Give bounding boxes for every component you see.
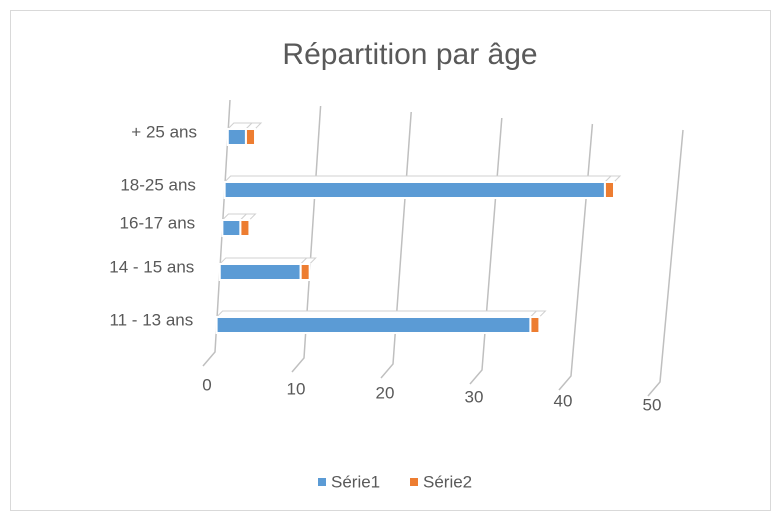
legend-swatch <box>318 478 326 486</box>
bar-face <box>244 128 257 146</box>
bar <box>223 175 613 199</box>
bar-face <box>218 263 302 281</box>
bar-face <box>529 316 541 334</box>
bar <box>218 257 308 281</box>
bar-face <box>299 263 311 281</box>
grid-line <box>647 129 684 397</box>
chart-title: Répartition par âge <box>282 38 537 71</box>
bar <box>215 310 538 334</box>
legend-label: Série2 <box>423 472 472 491</box>
x-tick-label: 40 <box>554 391 573 410</box>
bar <box>244 122 263 146</box>
bar-face <box>603 181 616 199</box>
y-tick-label: + 25 ans <box>131 122 197 141</box>
bar <box>529 310 547 334</box>
y-tick-label: 18-25 ans <box>120 175 196 194</box>
legend-swatch <box>410 478 418 486</box>
y-tick-label: 16-17 ans <box>120 213 196 232</box>
legend-label: Série1 <box>331 472 380 491</box>
bar-face <box>223 181 606 199</box>
x-tick-label: 30 <box>465 387 484 406</box>
bar-face <box>239 219 251 237</box>
grid-line <box>469 117 503 385</box>
grid-line <box>558 123 594 391</box>
bar <box>239 213 257 237</box>
bar-face <box>215 316 532 334</box>
x-tick-label: 20 <box>376 383 395 402</box>
bar-face <box>221 219 242 237</box>
bar-face <box>226 128 247 146</box>
y-tick-label: 14 - 15 ans <box>109 257 194 276</box>
bar <box>221 213 248 237</box>
bar <box>299 257 317 281</box>
x-tick-label: 50 <box>643 395 662 414</box>
bar <box>603 175 622 199</box>
x-tick-label: 10 <box>287 379 306 398</box>
y-tick-label: 11 - 13 ans <box>109 310 193 329</box>
x-tick-label: 0 <box>202 375 211 394</box>
chart-frame <box>10 10 771 511</box>
